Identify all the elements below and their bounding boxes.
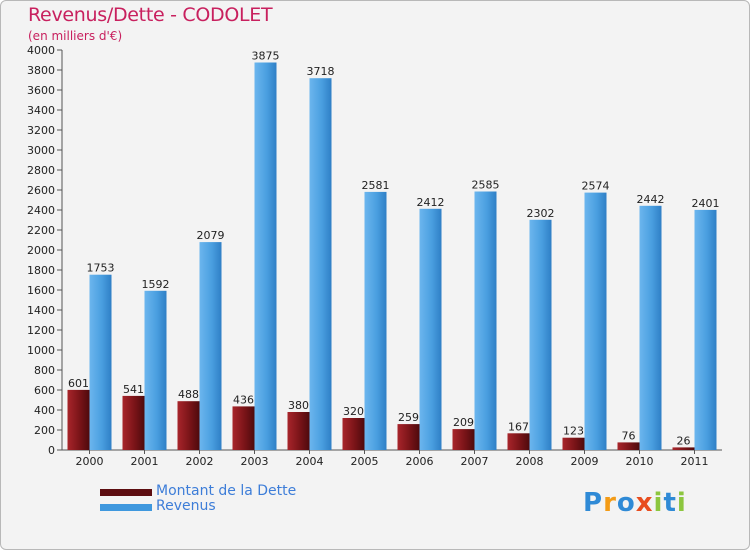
data-label-revenus: 2574 (582, 180, 610, 193)
bar-revenus (144, 290, 167, 450)
y-tick-label: 2200 (27, 224, 55, 237)
data-label-dette: 167 (508, 420, 529, 433)
y-tick-label: 3000 (27, 144, 55, 157)
logo-letter: r (603, 488, 617, 518)
x-tick-label: 2009 (571, 455, 599, 468)
x-tick-label: 2001 (131, 455, 159, 468)
bar-dette (617, 442, 640, 450)
bar-dette (177, 401, 200, 450)
logo-letter: i (676, 488, 687, 518)
bar-revenus (639, 205, 662, 450)
x-tick-label: 2003 (241, 455, 269, 468)
data-label-revenus: 2401 (692, 197, 720, 210)
y-tick-label: 3200 (27, 124, 55, 137)
x-tick-label: 2006 (406, 455, 434, 468)
data-label-dette: 259 (398, 411, 419, 424)
bar-revenus (364, 191, 387, 450)
data-label-revenus: 2585 (472, 179, 500, 192)
data-label-dette: 209 (453, 416, 474, 429)
y-tick-label: 1800 (27, 264, 55, 277)
x-tick-label: 2011 (681, 455, 709, 468)
bar-dette (232, 406, 255, 450)
data-label-revenus: 2079 (197, 229, 225, 242)
y-tick-label: 2000 (27, 244, 55, 257)
data-label-dette: 601 (68, 377, 89, 390)
logo-letter: x (635, 488, 654, 518)
bar-dette (287, 412, 310, 450)
proxiti-logo: Proxiti (583, 488, 687, 518)
y-tick-label: 2800 (27, 164, 55, 177)
data-label-dette: 26 (677, 434, 691, 447)
legend-label-revenus: Revenus (156, 498, 216, 514)
bar-revenus (529, 219, 552, 450)
data-label-dette: 541 (123, 383, 144, 396)
x-tick-label: 2004 (296, 455, 324, 468)
data-label-revenus: 3718 (307, 65, 335, 78)
bar-revenus (309, 78, 332, 450)
y-tick-label: 400 (34, 404, 55, 417)
x-tick-label: 2005 (351, 455, 379, 468)
bar-dette (562, 437, 585, 450)
legend-label-dette: Montant de la Dette (156, 483, 297, 499)
bar-revenus (254, 62, 277, 450)
data-label-revenus: 2412 (417, 196, 445, 209)
bar-revenus (199, 242, 222, 450)
legend-swatch-dette (100, 489, 152, 496)
bar-dette (122, 395, 145, 450)
y-tick-label: 2400 (27, 204, 55, 217)
bar-dette (67, 389, 90, 450)
y-tick-label: 4000 (27, 44, 55, 57)
logo-letter: i (653, 488, 664, 518)
data-label-dette: 76 (622, 429, 636, 442)
data-label-dette: 436 (233, 393, 254, 406)
y-tick-label: 3800 (27, 64, 55, 77)
data-label-dette: 380 (288, 399, 309, 412)
bar-revenus (474, 191, 497, 450)
y-tick-label: 1200 (27, 324, 55, 337)
x-tick-label: 2008 (516, 455, 544, 468)
y-tick-label: 0 (48, 444, 55, 457)
logo-letter: t (663, 488, 677, 518)
legend-swatch-revenus (100, 504, 152, 511)
x-tick-label: 2000 (76, 455, 104, 468)
y-tick-label: 1400 (27, 304, 55, 317)
data-label-revenus: 2442 (637, 193, 665, 206)
bar-revenus (89, 274, 112, 450)
x-tick-label: 2007 (461, 455, 489, 468)
y-tick-label: 1000 (27, 344, 55, 357)
y-tick-label: 2600 (27, 184, 55, 197)
data-label-revenus: 3875 (252, 50, 280, 63)
x-tick-label: 2010 (626, 455, 654, 468)
y-tick-label: 600 (34, 384, 55, 397)
bar-dette (672, 447, 695, 450)
bar-dette (342, 418, 365, 450)
data-label-dette: 488 (178, 388, 199, 401)
y-tick-label: 1600 (27, 284, 55, 297)
logo-letter: o (616, 488, 636, 518)
bar-revenus (584, 192, 607, 450)
logo-letter: P (583, 488, 604, 518)
y-tick-label: 3400 (27, 104, 55, 117)
data-label-revenus: 1753 (87, 262, 115, 275)
bar-dette (507, 433, 530, 450)
data-label-dette: 320 (343, 405, 364, 418)
data-label-dette: 123 (563, 425, 584, 438)
data-label-revenus: 2581 (362, 179, 390, 192)
y-tick-label: 800 (34, 364, 55, 377)
bar-revenus (694, 209, 717, 450)
bar-dette (452, 429, 475, 450)
data-label-revenus: 2302 (527, 207, 555, 220)
bar-revenus (419, 208, 442, 450)
chart-subtitle: (en milliers d'€) (28, 29, 123, 43)
y-tick-label: 3600 (27, 84, 55, 97)
x-tick-label: 2002 (186, 455, 214, 468)
data-label-revenus: 1592 (142, 278, 170, 291)
y-tick-label: 200 (34, 424, 55, 437)
bar-dette (397, 424, 420, 450)
chart-title: Revenus/Dette - CODOLET (28, 4, 273, 26)
